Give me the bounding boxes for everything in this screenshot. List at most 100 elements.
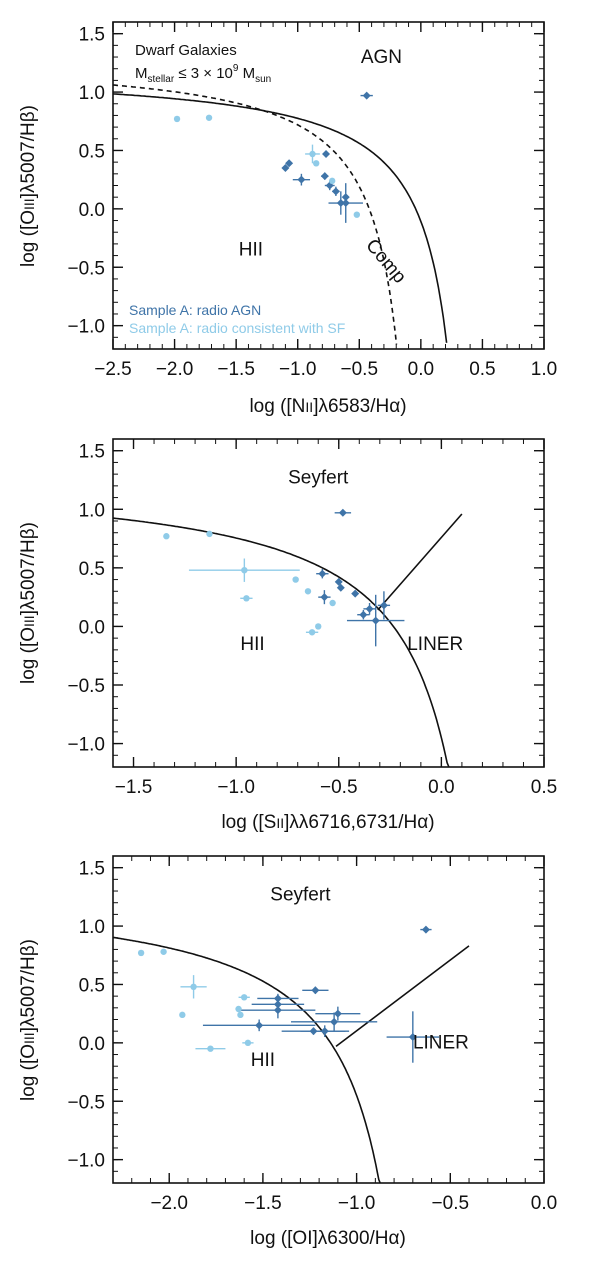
point-sf-3	[305, 144, 320, 164]
point-agn-1	[360, 91, 373, 100]
panel-sii-curves	[112, 513, 463, 768]
point-agn-4	[240, 1001, 316, 1019]
xtick-label: −2.0	[150, 1193, 188, 1214]
point-sf-6	[353, 211, 361, 218]
region-hii: HII	[239, 240, 263, 261]
panel-nii-ylabel: log ([OIII]λ5007/Hβ)	[18, 105, 39, 267]
point-sf-4	[240, 595, 253, 602]
point-agn-3	[285, 159, 294, 168]
panel-nii-ticks: −2.5 −2.0 −1.5 −1.0 −0.5 0.0 0.5 1.0 −1.0 −0.5 0.0…	[67, 21, 557, 380]
point-agn-7	[357, 610, 370, 620]
region-agn: AGN	[361, 47, 402, 68]
ytick-label: 1.5	[79, 25, 105, 46]
panel-nii-title-line1: Dwarf Galaxies	[135, 42, 237, 59]
region-seyfert: Seyfert	[270, 884, 331, 905]
title-m-sun: M	[238, 65, 255, 82]
point-agn-10	[315, 1006, 361, 1021]
panel-sii: −1.5 −1.0 −0.5 0.0 0.5 −1.0 −0.5 0.0 0.5 1.0 1.5 S…	[18, 438, 557, 833]
panel-sii-points	[163, 508, 405, 647]
ytick-label: −0.5	[67, 676, 105, 697]
xlabel-prefix: log ([N	[249, 396, 305, 417]
legend-radio-sf: Sample A: radio consistent with SF	[129, 320, 345, 336]
curve-seyfert-liner	[335, 945, 470, 1048]
point-agn-1	[420, 925, 432, 934]
panel-nii-points	[173, 91, 373, 223]
ytick-label: 1.5	[79, 859, 105, 880]
point-sf-9	[195, 1045, 226, 1052]
region-seyfert: Seyfert	[288, 468, 349, 489]
point-sf-4	[179, 1011, 186, 1019]
point-sf-2	[205, 114, 213, 121]
xtick-label: −1.0	[279, 359, 317, 380]
ylabel-prefix: log ([O	[18, 210, 39, 267]
title-relation: ≤ 3 × 10	[174, 65, 233, 82]
ylabel-smallcaps: III	[21, 198, 37, 210]
xtick-label: 0.0	[531, 1193, 557, 1214]
point-sf-8	[242, 1039, 254, 1047]
region-comp: Comp	[361, 235, 410, 287]
point-agn-10	[346, 594, 405, 647]
xtick-label: −2.0	[156, 359, 194, 380]
region-hii: HII	[240, 634, 264, 655]
panel-oi-curves	[112, 936, 470, 1184]
ytick-label: 0.0	[79, 617, 105, 638]
point-agn-2	[316, 569, 329, 579]
point-agn-8	[300, 1025, 350, 1038]
point-sf-2	[160, 948, 167, 955]
point-agn-5	[202, 1019, 316, 1032]
ytick-label: 0.0	[79, 1034, 105, 1055]
panel-sii-xlabel: log ([SII]λλ6716,6731/Hα)	[221, 812, 434, 833]
ylabel-smallcaps: III	[21, 615, 37, 627]
xtick-label: 0.0	[428, 777, 454, 798]
point-sf-7	[237, 1011, 244, 1019]
point-sf-2	[206, 530, 213, 538]
ytick-label: −1.0	[67, 1151, 105, 1172]
point-sf-3	[188, 558, 300, 582]
xtick-label: −2.5	[94, 359, 132, 380]
point-sf-5	[238, 994, 250, 1001]
ytick-label: 0.5	[79, 141, 105, 162]
ytick-label: −1.0	[67, 317, 105, 338]
ylabel-prefix: log ([O	[18, 627, 39, 684]
ytick-label: 1.0	[79, 500, 105, 521]
point-agn-1	[334, 508, 352, 517]
xtick-label: 0.5	[469, 359, 495, 380]
panel-sii-ylabel: log ([OIII]λ5007/Hβ)	[18, 522, 39, 684]
ytick-label: 0.5	[79, 559, 105, 580]
curve-kewley	[112, 517, 450, 768]
point-agn-6	[302, 986, 329, 995]
point-sf-6	[304, 588, 312, 595]
panel-oi: −2.0 −1.5 −1.0 −0.5 0.0−1.0−0.50.00.51.01.5 …	[18, 855, 557, 1249]
point-sf-9	[329, 599, 336, 607]
ytick-label: 0.0	[79, 200, 105, 221]
panel-nii-title-line2: Mstellar ≤ 3 × 109 Msun	[135, 63, 271, 85]
ylabel-smallcaps: III	[21, 1032, 37, 1044]
title-exponent: 9	[233, 63, 239, 74]
point-agn-11	[322, 149, 331, 158]
panel-oi-points	[137, 925, 440, 1063]
title-m-stellar: M	[135, 65, 148, 82]
panel-nii-xlabel: log ([NII]λ6583/Hα)	[249, 396, 406, 417]
point-sf-1	[163, 533, 170, 540]
ytick-label: −1.0	[67, 735, 105, 756]
ylabel-suffix: ]λ5007/Hβ)	[18, 939, 39, 1032]
panel-oi-ylabel: log ([OIII]λ5007/Hβ)	[18, 939, 39, 1101]
panel-oi-xlabel: log ([OI]λ6300/Hα)	[250, 1228, 406, 1249]
ylabel-prefix: log ([O	[18, 1044, 39, 1101]
ytick-label: 1.0	[79, 83, 105, 104]
xlabel-prefix: log ([S	[221, 812, 276, 833]
point-agn-2	[281, 163, 290, 172]
xlabel-suffix: ]λλ6716,6731/Hα)	[284, 812, 434, 833]
point-sf-1	[137, 949, 145, 957]
title-sun-sub: sun	[255, 74, 271, 85]
panel-sii-regions: Seyfert HII LINER	[240, 468, 463, 655]
point-agn-5	[336, 583, 345, 592]
xtick-label: −0.5	[432, 1193, 470, 1214]
ylabel-suffix: ]λ5007/Hβ)	[18, 105, 39, 198]
panel-nii-curves	[112, 84, 448, 345]
ylabel-suffix: ]λ5007/Hβ)	[18, 522, 39, 615]
curve-kewley	[112, 93, 448, 343]
ytick-label: −0.5	[67, 1092, 105, 1113]
xtick-label: −0.5	[320, 777, 358, 798]
point-agn-7	[331, 186, 340, 197]
